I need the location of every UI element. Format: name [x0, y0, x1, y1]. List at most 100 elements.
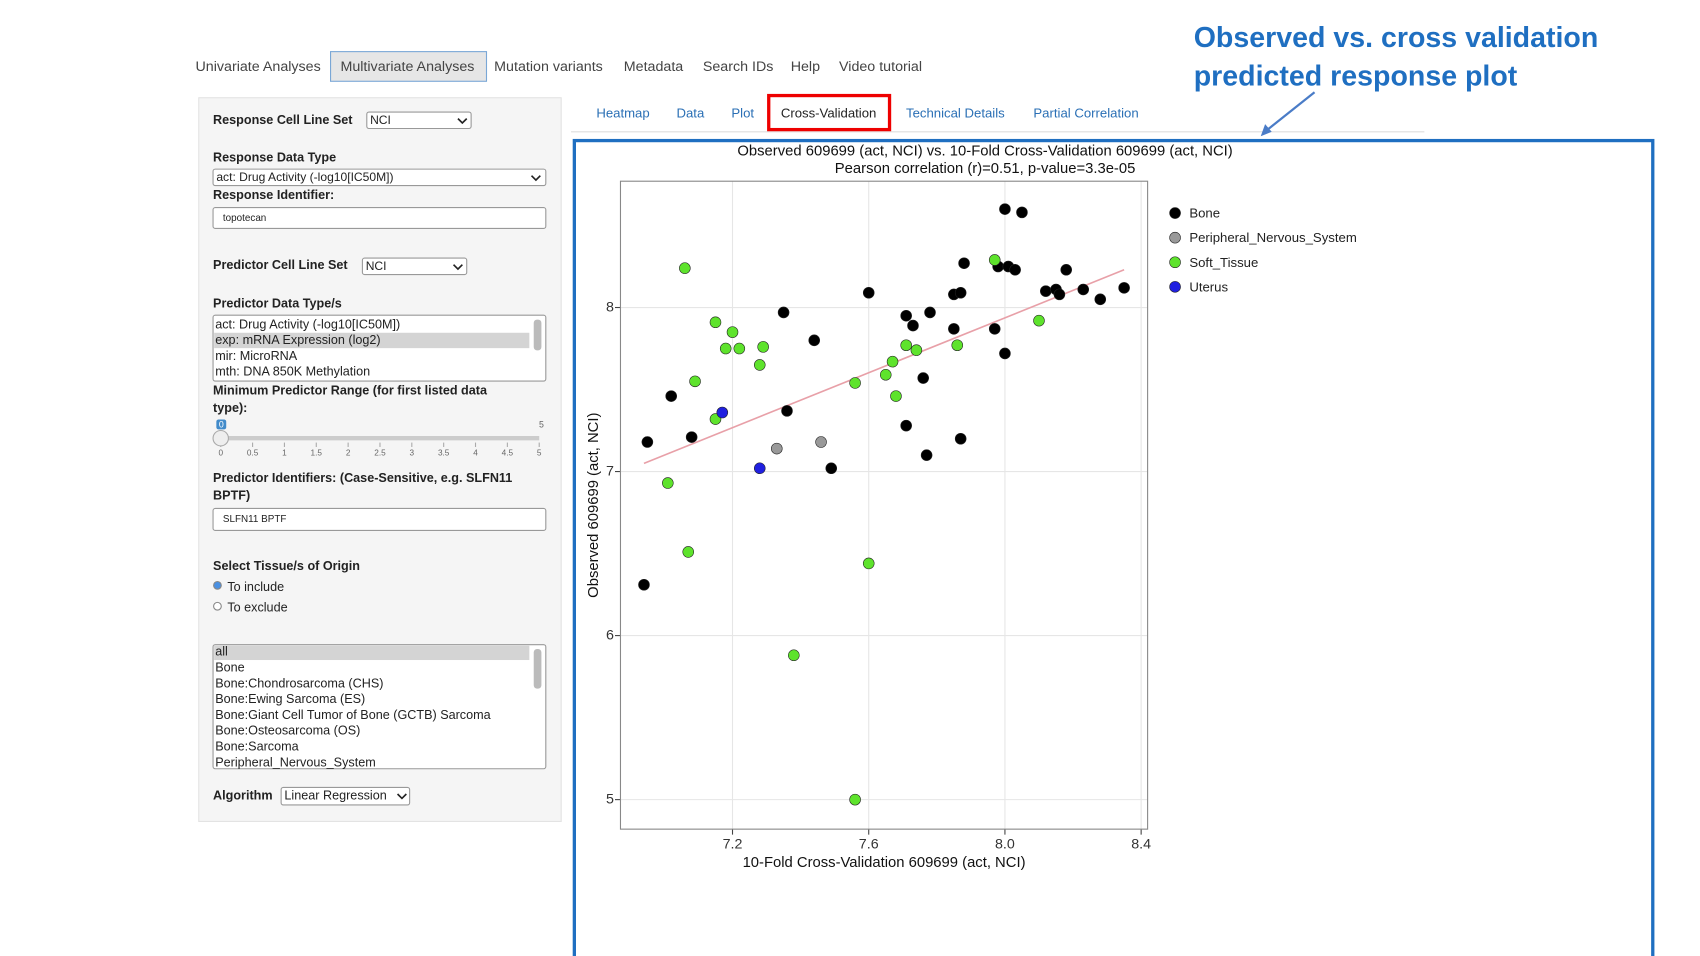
nav-tab[interactable]: Search IDs [703, 59, 774, 75]
point[interactable] [1077, 283, 1090, 296]
select[interactable] [212, 168, 547, 187]
legend-label[interactable]: Bone [1189, 206, 1220, 221]
point[interactable] [1060, 264, 1072, 276]
select[interactable] [280, 786, 411, 806]
list-option[interactable]: mth: DNA 850K Methylation [215, 365, 370, 379]
nav-tab[interactable]: Univariate Analyses [195, 59, 320, 75]
point[interactable] [862, 557, 875, 570]
select-caret [457, 118, 468, 125]
list-option[interactable]: Peripheral_Nervous_System [215, 755, 376, 769]
point[interactable] [849, 377, 861, 389]
list-option[interactable]: Bone:Ewing Sarcoma (ES) [215, 692, 365, 706]
nav-tab[interactable]: Mutation variants [494, 59, 603, 75]
list-option[interactable]: all [215, 645, 228, 659]
point[interactable] [665, 390, 677, 402]
select-value: Linear Regression [284, 789, 386, 803]
text-input[interactable] [212, 507, 547, 531]
select[interactable] [361, 257, 468, 276]
list-option[interactable]: Bone:Chondrosarcoma (CHS) [215, 676, 383, 690]
nav-tab[interactable]: Metadata [624, 59, 684, 75]
text-input[interactable] [212, 207, 547, 229]
form-label: Response Data Type [213, 150, 336, 164]
list-option[interactable]: mir: MicroRNA [215, 349, 298, 363]
list-option[interactable]: Bone [215, 660, 244, 674]
sub-tab[interactable]: Data [676, 106, 704, 121]
sub-tab[interactable]: Technical Details [906, 106, 1005, 121]
point[interactable] [849, 793, 861, 806]
point[interactable] [900, 309, 912, 322]
list-option[interactable]: Bone:Giant Cell Tumor of Bone (GCTB) Sar… [215, 708, 491, 722]
point[interactable] [948, 323, 960, 335]
point[interactable] [907, 319, 919, 332]
point[interactable] [709, 316, 722, 329]
point[interactable] [753, 462, 766, 475]
point[interactable] [1094, 293, 1107, 306]
point[interactable] [890, 390, 902, 402]
point[interactable] [689, 375, 701, 388]
y-tick-label: 5 [606, 791, 614, 807]
point[interactable] [879, 369, 892, 381]
legend-label[interactable]: Uterus [1189, 279, 1228, 294]
point[interactable] [788, 649, 800, 662]
point[interactable] [954, 432, 967, 445]
sub-tab[interactable]: Cross-Validation [781, 106, 877, 121]
point[interactable] [777, 306, 790, 319]
sub-tab[interactable]: Plot [731, 106, 754, 121]
point[interactable] [954, 286, 967, 299]
slider-handle[interactable] [212, 429, 229, 447]
point[interactable] [951, 339, 964, 352]
select[interactable] [366, 111, 472, 130]
point[interactable] [781, 405, 793, 417]
radio[interactable] [213, 580, 222, 590]
point[interactable] [1118, 282, 1130, 294]
point[interactable] [988, 323, 1001, 335]
point[interactable] [685, 431, 698, 443]
point[interactable] [726, 326, 739, 338]
point[interactable] [771, 442, 783, 455]
listbox[interactable] [212, 644, 547, 770]
point[interactable] [958, 257, 970, 269]
sub-tab[interactable]: Partial Correlation [1033, 106, 1138, 121]
point[interactable] [917, 372, 929, 384]
point[interactable] [808, 334, 821, 347]
point[interactable] [641, 436, 654, 448]
nav-tab[interactable]: Multivariate Analyses [340, 59, 474, 75]
list-option[interactable]: exp: mRNA Expression (log2) [215, 333, 380, 347]
point[interactable] [886, 355, 899, 368]
point[interactable] [716, 406, 729, 419]
point[interactable] [910, 344, 923, 356]
point[interactable] [900, 339, 912, 352]
legend-label[interactable]: Soft_Tissue [1189, 255, 1258, 270]
point[interactable] [1009, 264, 1021, 276]
point[interactable] [815, 436, 827, 448]
point[interactable] [638, 578, 650, 591]
point[interactable] [900, 419, 912, 432]
point[interactable] [679, 262, 691, 274]
point[interactable] [999, 203, 1011, 215]
nav-tab[interactable]: Help [791, 59, 820, 75]
sub-tab[interactable]: Heatmap [596, 106, 649, 121]
point[interactable] [988, 254, 1001, 266]
radio[interactable] [213, 601, 222, 611]
point[interactable] [862, 286, 875, 299]
point[interactable] [1053, 288, 1066, 301]
point[interactable] [825, 462, 838, 475]
point[interactable] [924, 306, 936, 319]
point[interactable] [999, 347, 1011, 360]
point[interactable] [682, 546, 695, 558]
point[interactable] [920, 449, 933, 461]
point[interactable] [1016, 206, 1028, 219]
point[interactable] [753, 359, 766, 371]
legend-label[interactable]: Peripheral_Nervous_System [1189, 230, 1356, 245]
point[interactable] [1040, 285, 1052, 297]
point[interactable] [733, 342, 746, 355]
slider-tick-label: 1.5 [311, 449, 323, 458]
list-option[interactable]: Bone:Sarcoma [215, 740, 299, 754]
point[interactable] [662, 477, 674, 489]
list-option[interactable]: Bone:Osteosarcoma (OS) [215, 724, 360, 738]
point[interactable] [1033, 314, 1045, 327]
list-option[interactable]: act: Drug Activity (-log10[IC50M]) [215, 317, 400, 331]
point[interactable] [757, 341, 769, 353]
point[interactable] [719, 342, 732, 355]
nav-tab[interactable]: Video tutorial [839, 59, 922, 75]
